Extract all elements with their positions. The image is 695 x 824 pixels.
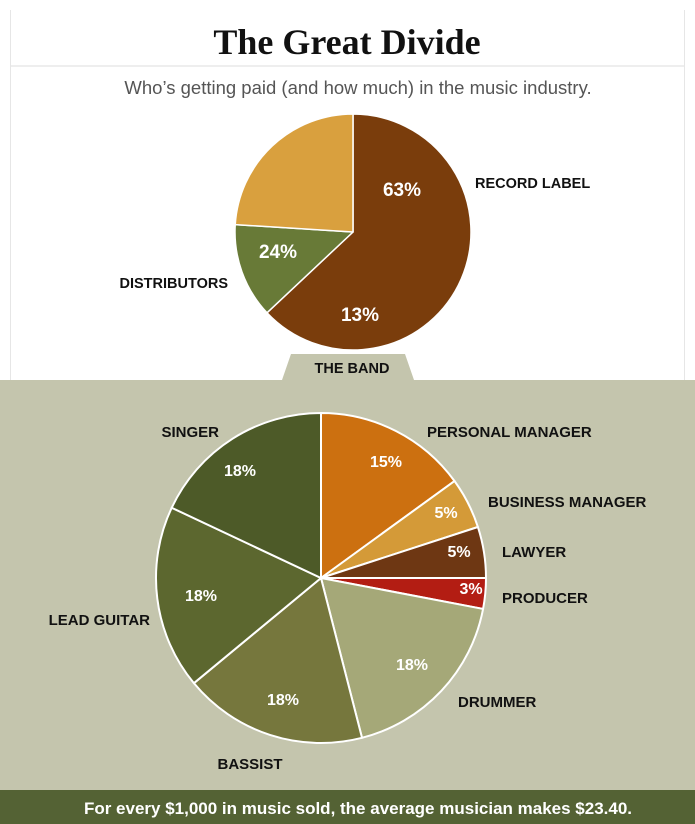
pie-slice-lead-guitar	[155, 506, 322, 685]
footer-note: For every $1,000 in music sold, the aver…	[84, 799, 632, 818]
frame-left	[10, 10, 11, 380]
footer-bar	[0, 790, 695, 824]
bottom-pie-chart: 15% PERSONAL MANAGER 5% BUSINESS MANAGER 5% L…	[49, 412, 647, 773]
slice-label-bassist: BASSIST	[217, 756, 282, 773]
page-subtitle: Who’s getting paid (and how much) in the…	[124, 77, 591, 98]
slice-label-producer: PRODUCER	[502, 590, 588, 607]
slice-label-distributors: DISTRIBUTORS	[120, 276, 229, 292]
pie-slice-record-label	[266, 113, 472, 351]
pie-slice-the-band	[234, 223, 354, 314]
pie-slice-drummer	[320, 577, 485, 739]
slice-value-drummer: 18%	[396, 657, 428, 674]
pie-slice-singer	[170, 412, 322, 579]
slice-label-singer: SINGER	[161, 424, 219, 441]
slice-label-business-manager: BUSINESS MANAGER	[488, 494, 647, 511]
slice-value-producer: 3%	[459, 581, 482, 598]
slice-value-distributors: 24%	[259, 242, 297, 263]
slice-label-drummer: DRUMMER	[458, 694, 536, 711]
slice-label-record-label: RECORD LABEL	[475, 176, 590, 192]
pie-slice-personal-manager	[320, 412, 456, 579]
slice-label-lawyer: LAWYER	[502, 544, 566, 561]
slice-label-personal-manager: PERSONAL MANAGER	[427, 424, 592, 441]
slice-value-record-label: 63%	[383, 180, 421, 201]
slice-label-the-band: THE BAND	[315, 361, 390, 377]
page-title: The Great Divide	[213, 22, 480, 62]
slice-value-singer: 18%	[224, 463, 256, 480]
pie-slice-bassist	[192, 577, 364, 744]
slice-value-the-band: 13%	[341, 305, 379, 326]
top-pie-chart: 63% RECORD LABEL 13% THE BAND 24% DISTRIBUTOR…	[120, 113, 590, 377]
slice-value-lawyer: 5%	[447, 544, 470, 561]
slice-value-business-manager: 5%	[434, 505, 457, 522]
slice-label-lead-guitar: LEAD GUITAR	[49, 612, 151, 629]
slice-value-personal-manager: 15%	[370, 454, 402, 471]
pie-slice-distributors	[234, 113, 354, 233]
frame-right	[684, 10, 685, 380]
slice-value-bassist: 18%	[267, 692, 299, 709]
slice-value-lead-guitar: 18%	[185, 588, 217, 605]
